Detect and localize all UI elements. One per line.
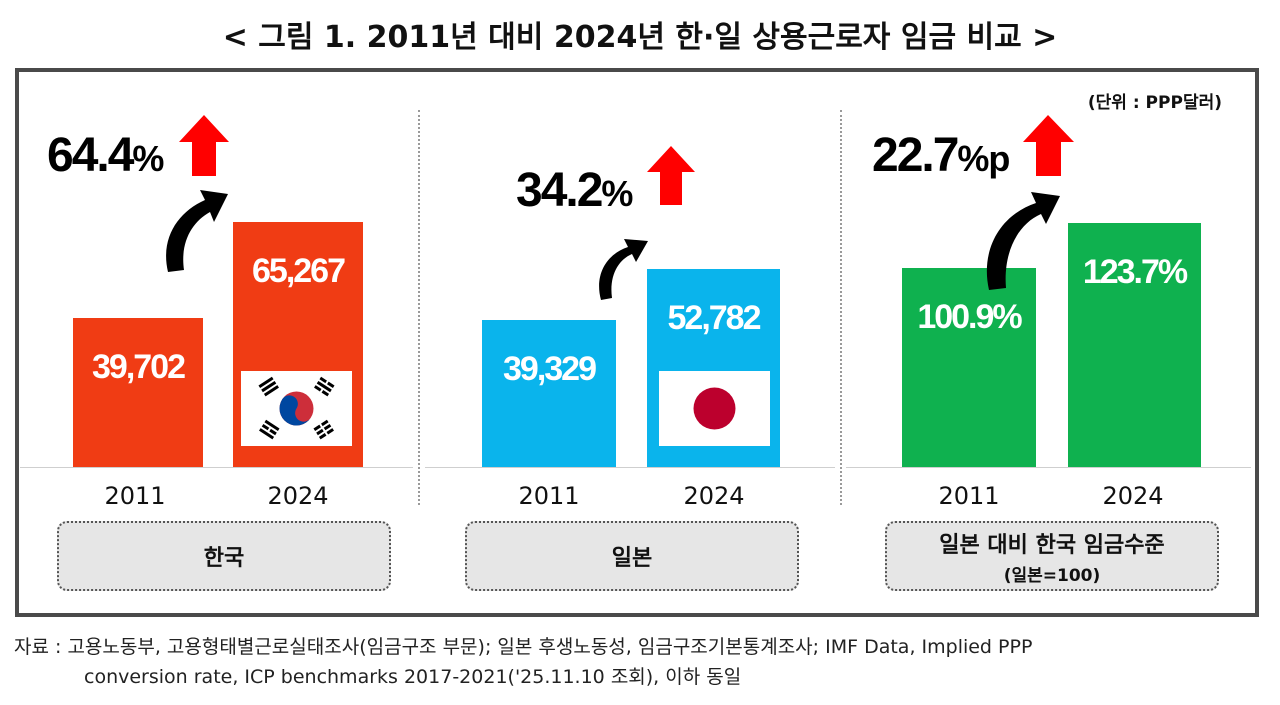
change-unit: % xyxy=(132,138,164,179)
change-value: 64.4 xyxy=(47,129,134,182)
x-tick-label: 2011 xyxy=(518,482,580,510)
source-line: conversion rate, ICP benchmarks 2017-202… xyxy=(84,666,742,688)
bar-value-label: 52,782 xyxy=(667,299,762,337)
bar-value-label: 39,702 xyxy=(92,348,186,386)
bar-value-label: 123.7% xyxy=(1082,253,1188,291)
unit-note: (단위 : PPP달러) xyxy=(1087,93,1222,113)
change-unit: % xyxy=(601,173,633,214)
baseline xyxy=(20,467,413,468)
bar-korea-2011 xyxy=(73,318,203,467)
up-arrow-icon xyxy=(179,115,229,176)
bar-value-label: 39,329 xyxy=(503,350,597,388)
bar-value-label: 65,267 xyxy=(252,252,346,290)
change-label: 22.7%p xyxy=(872,128,1010,183)
bar-ratio-2011 xyxy=(902,268,1036,467)
south-korea-flag-icon xyxy=(241,371,352,446)
change-label: 64.4% xyxy=(47,128,164,183)
bar-ratio-2024 xyxy=(1068,223,1201,467)
group-label-text: 한국 xyxy=(203,546,245,571)
curved-arrow-icon xyxy=(166,190,228,272)
group-label-text: 일본 대비 한국 임금수준 xyxy=(939,532,1165,558)
up-arrow-icon xyxy=(1023,115,1074,176)
baseline xyxy=(846,467,1251,468)
x-tick-label: 2024 xyxy=(1102,482,1164,510)
curved-arrow-icon xyxy=(599,239,648,300)
source-note: 자료 : 고용노동부, 고용형태별근로실태조사(임금구조 부문); 일본 후생노… xyxy=(14,632,1032,692)
bar-value-label: 100.9% xyxy=(917,298,1022,336)
group-label-text: 일본 xyxy=(611,546,653,571)
change-value: 34.2 xyxy=(516,164,603,217)
group-label-japan: 일본 xyxy=(465,521,799,591)
x-tick-label: 2011 xyxy=(938,482,1000,510)
x-tick-label: 2024 xyxy=(683,482,745,510)
change-value: 22.7 xyxy=(872,129,959,182)
x-tick-label: 2024 xyxy=(267,482,329,510)
panel-divider xyxy=(840,110,842,505)
x-tick-label: 2011 xyxy=(104,482,166,510)
group-label-ratio: 일본 대비 한국 임금수준 (일본=100) xyxy=(885,521,1219,591)
panel-divider xyxy=(418,110,420,505)
baseline xyxy=(425,467,835,468)
group-sublabel-text: (일본=100) xyxy=(1003,565,1101,586)
page-title: < 그림 1. 2011년 대비 2024년 한·일 상용근로자 임금 비교 > xyxy=(222,20,1058,55)
source-line: 자료 : 고용노동부, 고용형태별근로실태조사(임금구조 부문); 일본 후생노… xyxy=(14,636,1033,658)
up-arrow-icon xyxy=(647,146,695,205)
group-label-korea: 한국 xyxy=(57,521,391,591)
change-label: 34.2% xyxy=(516,163,633,218)
japan-flag-icon xyxy=(659,371,770,446)
bar-japan-2011 xyxy=(482,320,616,467)
change-unit: %p xyxy=(957,138,1010,179)
curved-arrow-icon xyxy=(986,192,1060,290)
